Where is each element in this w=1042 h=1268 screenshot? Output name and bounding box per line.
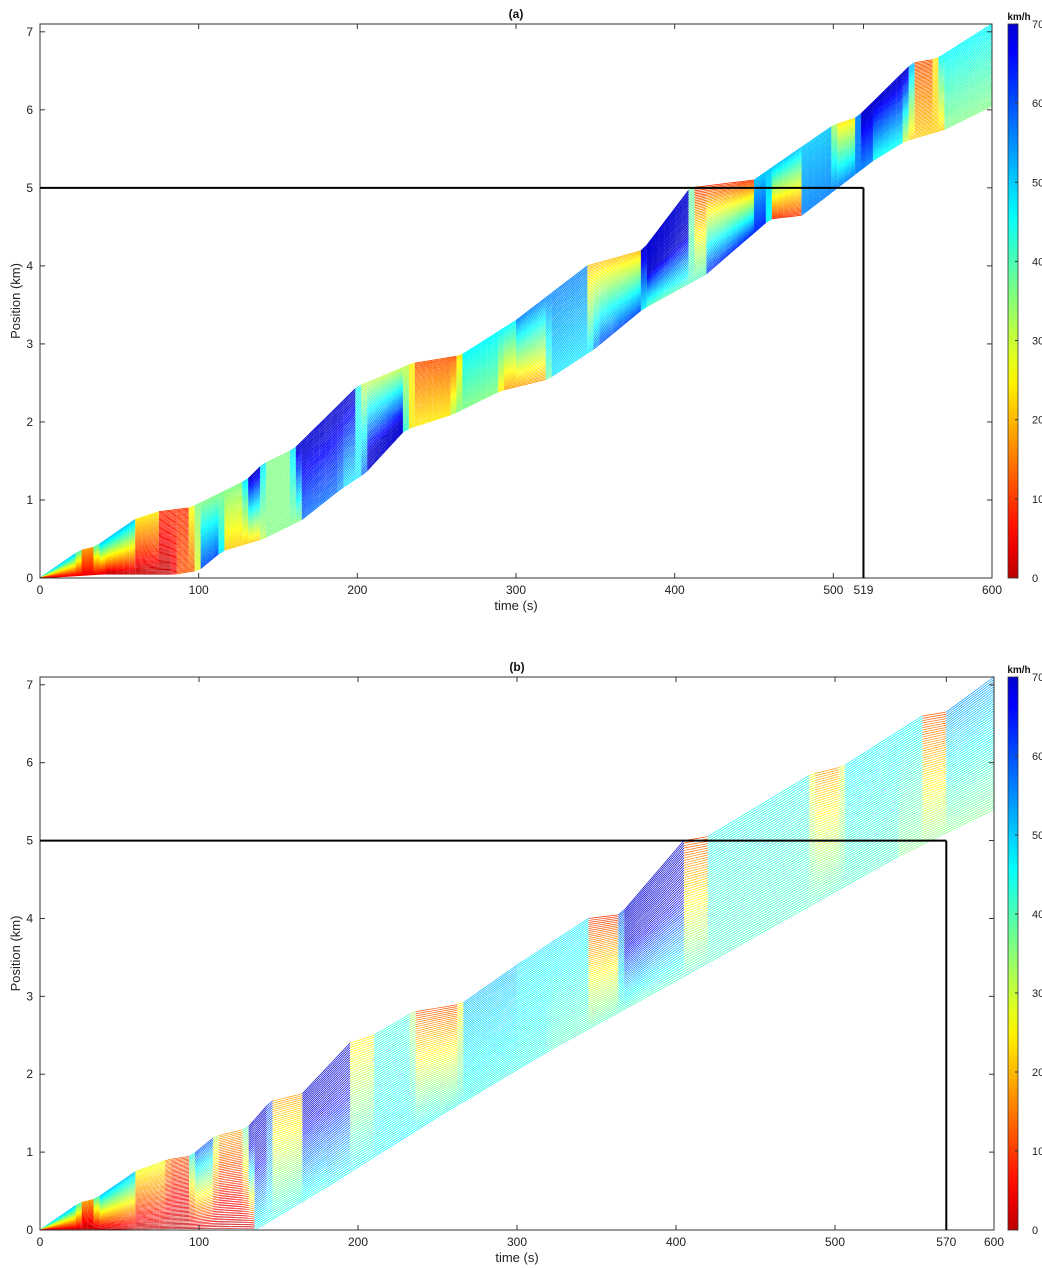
y-tick-label: 2 [26, 1067, 33, 1081]
x-tick-label: 400 [666, 1235, 686, 1249]
y-tick-label: 0 [26, 1223, 33, 1237]
colorbar-tick-label: 0 [1032, 573, 1038, 585]
x-tick-label: 200 [348, 1235, 368, 1249]
colorbar-tick-label: 20 [1032, 415, 1042, 427]
x-tick-label: 200 [347, 583, 367, 597]
x-tick-label: 400 [665, 583, 685, 597]
colorbar-tick-label: 70 [1032, 19, 1042, 31]
colorbar [1007, 23, 1019, 579]
colorbar-unit-label: km/h [1007, 12, 1030, 23]
colorbar-tick-label: 20 [1032, 1067, 1042, 1079]
y-tick-label: 4 [26, 259, 33, 273]
chart-panel-a: (a) 0 100 200 300 400 500 519 600 0 1 2 3 4 5 6 7 time (s… [0, 0, 1042, 630]
y-tick-label: 3 [26, 989, 33, 1003]
x-tick-label: 300 [507, 1235, 527, 1249]
y-tick-label: 1 [26, 493, 33, 507]
colorbar-tick-label: 0 [1032, 1225, 1038, 1237]
y-tick-label: 7 [26, 678, 33, 692]
x-tick-label: 300 [506, 583, 526, 597]
colorbar-tick-label: 70 [1032, 672, 1042, 684]
x-axis-label: time (s) [494, 598, 537, 613]
y-axis-label: Position (km) [8, 263, 23, 339]
x-tick-label: 100 [189, 583, 209, 597]
y-axis-label: Position (km) [8, 916, 23, 992]
trajectory-band [39, 23, 993, 579]
colorbar-tick-label: 40 [1032, 909, 1042, 921]
x-tick-label: 500 [823, 583, 843, 597]
x-tick-label: 600 [984, 1235, 1004, 1249]
y-tick-label: 4 [26, 911, 33, 925]
y-tick-label: 6 [26, 103, 33, 117]
colorbar-tick-label: 30 [1032, 336, 1042, 348]
colorbar-tick-label: 50 [1032, 177, 1042, 189]
plot-frame [39, 23, 993, 579]
x-tick-label: 519 [853, 583, 873, 597]
colorbar-tick-label: 40 [1032, 256, 1042, 268]
x-tick-label: 100 [189, 1235, 209, 1249]
x-tick-label: 500 [825, 1235, 845, 1249]
colorbar-tick-label: 10 [1032, 1146, 1042, 1158]
y-tick-label: 3 [26, 337, 33, 351]
chart-title: (b) [509, 660, 524, 674]
chart-panel-b: (b) 0 100 200 300 400 500 570 600 0 1 2 3 4 5 6 7 time (s… [0, 650, 1042, 1268]
y-tick-label: 7 [26, 25, 33, 39]
x-axis-label: time (s) [495, 1250, 538, 1265]
x-tick-label: 600 [982, 583, 1002, 597]
colorbar-unit-label: km/h [1007, 665, 1030, 676]
x-tick-label: 0 [37, 583, 44, 597]
colorbar-tick-label: 30 [1032, 988, 1042, 1000]
y-tick-label: 1 [26, 1145, 33, 1159]
colorbar-tick-label: 10 [1032, 494, 1042, 506]
y-tick-label: 5 [26, 181, 33, 195]
y-tick-label: 0 [26, 571, 33, 585]
x-tick-label: 0 [37, 1235, 44, 1249]
trajectory-band [39, 676, 995, 1231]
colorbar-tick-label: 60 [1032, 98, 1042, 110]
y-tick-label: 2 [26, 415, 33, 429]
plot-frame [39, 676, 995, 1231]
colorbar-tick-label: 50 [1032, 830, 1042, 842]
x-tick-label: 570 [936, 1235, 956, 1249]
y-tick-label: 5 [26, 834, 33, 848]
colorbar-tick-label: 60 [1032, 751, 1042, 763]
y-tick-label: 6 [26, 756, 33, 770]
colorbar [1007, 676, 1019, 1231]
chart-title: (a) [509, 7, 524, 21]
